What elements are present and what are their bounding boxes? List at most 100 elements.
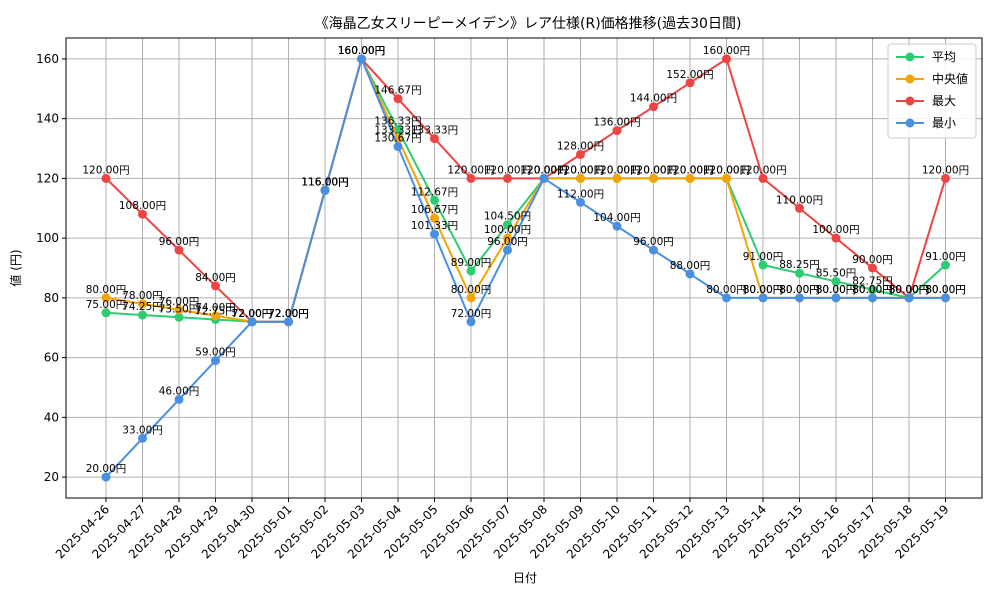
data-point	[612, 221, 622, 231]
data-label: 160.00円	[338, 45, 385, 57]
plot-frame	[65, 37, 983, 499]
data-label: 120.00円	[630, 164, 677, 176]
data-point	[284, 317, 293, 327]
data-label: 108.00円	[119, 200, 166, 212]
data-point	[138, 433, 147, 443]
data-point	[101, 293, 111, 303]
data-label: 120.00円	[739, 164, 786, 176]
data-label: 116.00円	[301, 176, 348, 188]
data-point	[649, 173, 658, 183]
data-point	[576, 197, 585, 207]
data-label: 80.00円	[743, 284, 784, 296]
data-point	[612, 126, 622, 136]
data-point	[722, 54, 731, 64]
data-point	[941, 173, 950, 183]
data-label: 120.00円	[484, 164, 531, 176]
data-label: 136.33円	[374, 116, 421, 128]
data-label: 120.00円	[557, 164, 604, 176]
y-tick-label: 20	[44, 470, 59, 484]
data-label: 133.33円	[411, 125, 458, 137]
data-label: 120.00円	[666, 164, 713, 176]
data-label: 80.00円	[816, 284, 857, 296]
data-label: 80.00円	[816, 284, 857, 296]
data-label: 120.00円	[593, 164, 640, 176]
data-label: 80.00円	[889, 284, 930, 296]
data-label: 72.00円	[232, 308, 273, 320]
data-point	[466, 266, 476, 276]
data-label: 120.00円	[922, 164, 969, 176]
data-point	[576, 173, 585, 183]
data-point	[576, 149, 585, 159]
data-label: 100.00円	[812, 224, 859, 236]
data-label: 160.00円	[703, 45, 750, 57]
data-point	[211, 281, 220, 291]
data-label: 116.00円	[301, 176, 348, 188]
data-label: 120.00円	[593, 164, 640, 176]
legend-marker	[905, 118, 915, 128]
data-label: 91.00円	[743, 251, 784, 263]
data-label: 72.00円	[232, 308, 273, 320]
legend-marker	[905, 52, 915, 62]
data-label: 88.00円	[670, 260, 711, 272]
data-label: 74.25円	[122, 301, 163, 313]
data-label: 46.00円	[159, 385, 200, 397]
data-point	[868, 285, 877, 295]
data-label: 72.00円	[232, 308, 273, 320]
data-label: 120.00円	[630, 164, 677, 176]
data-label: 130.67円	[374, 133, 421, 145]
data-label: 73.50円	[159, 303, 200, 315]
series-line	[105, 56, 947, 323]
data-point	[868, 263, 877, 273]
data-point	[211, 356, 220, 366]
data-point	[466, 293, 476, 303]
data-point	[138, 310, 147, 320]
data-point	[247, 317, 257, 327]
data-label: 74.00円	[195, 302, 236, 314]
data-label: 80.00円	[779, 284, 820, 296]
data-label: 152.00円	[666, 69, 713, 81]
data-label: 120.00円	[557, 164, 604, 176]
chart-title: 《海晶乙女スリーピーメイデン》レア仕様(R)価格推移(過去30日間)	[315, 15, 742, 32]
data-label: 72.00円	[268, 308, 309, 320]
data-point	[174, 312, 184, 322]
y-tick-label: 160	[36, 52, 59, 66]
data-point	[138, 209, 147, 219]
data-label: 80.00円	[925, 284, 966, 296]
data-label: 84.00円	[195, 272, 236, 284]
data-label: 120.00円	[703, 164, 750, 176]
data-label: 160.00円	[338, 45, 385, 57]
data-label: 80.00円	[889, 284, 930, 296]
data-point	[101, 173, 111, 183]
data-label: 136.00円	[593, 117, 640, 129]
legend-marker	[905, 74, 915, 84]
data-point	[831, 276, 841, 286]
data-point	[393, 94, 403, 104]
data-label: 72.00円	[268, 308, 309, 320]
data-label: 100.00円	[484, 224, 531, 236]
grid	[66, 38, 982, 498]
data-point	[430, 195, 439, 205]
data-label: 116.00円	[301, 176, 348, 188]
data-label: 80.00円	[889, 284, 930, 296]
data-label: 120.00円	[520, 164, 567, 176]
data-label: 112.00円	[557, 188, 604, 200]
data-point	[211, 311, 220, 321]
data-point	[758, 260, 768, 270]
data-label: 106.67円	[411, 204, 458, 216]
data-labels: 75.00円74.25円73.50円72.75円72.00円72.00円116.…	[82, 45, 969, 475]
data-point	[685, 173, 695, 183]
data-point	[357, 54, 366, 64]
data-label: 146.67円	[374, 85, 421, 97]
legend-label: 平均	[932, 50, 956, 64]
data-point	[831, 293, 841, 303]
data-point	[722, 173, 731, 183]
data-point	[758, 173, 768, 183]
data-label: 80.00円	[86, 284, 127, 296]
data-label: 72.75円	[195, 306, 236, 318]
data-label: 116.00円	[301, 176, 348, 188]
data-point	[758, 293, 768, 303]
data-label: 112.67円	[411, 186, 458, 198]
legend-label: 最小	[932, 116, 956, 130]
data-label: 72.00円	[268, 308, 309, 320]
